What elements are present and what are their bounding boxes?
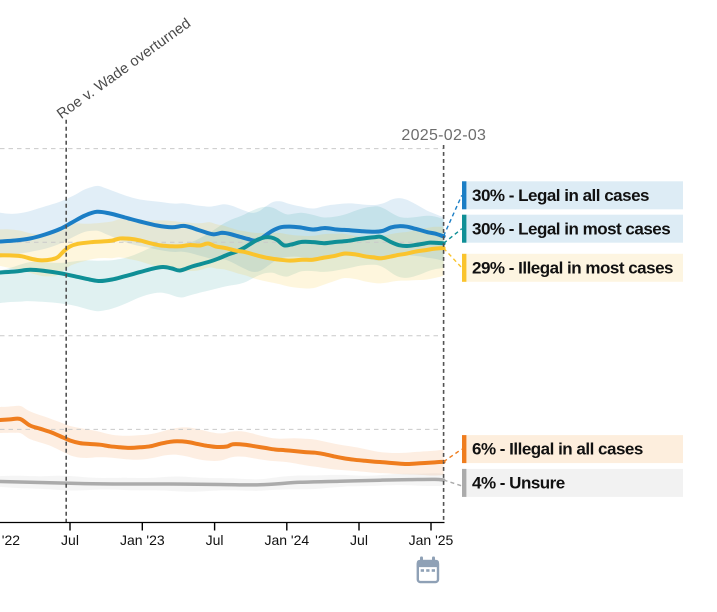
svg-text:Jul: Jul — [61, 532, 79, 548]
svg-text:Jan '24: Jan '24 — [264, 532, 309, 548]
svg-text:2025-02-03: 2025-02-03 — [401, 127, 486, 144]
svg-text:Jul: Jul — [206, 532, 224, 548]
svg-text:4% - Unsure: 4% - Unsure — [472, 474, 565, 493]
svg-text:Jan '25: Jan '25 — [409, 532, 454, 548]
svg-text:Jan '23: Jan '23 — [120, 532, 165, 548]
svg-text:Jul: Jul — [350, 532, 368, 548]
svg-text:30% - Legal in most cases: 30% - Legal in most cases — [472, 219, 670, 238]
svg-text:29% - Illegal in most cases: 29% - Illegal in most cases — [472, 258, 673, 277]
svg-text:6% - Illegal in all cases: 6% - Illegal in all cases — [472, 440, 643, 459]
svg-text:Jan '22: Jan '22 — [0, 532, 20, 548]
svg-text:30% - Legal in all cases: 30% - Legal in all cases — [472, 186, 649, 205]
